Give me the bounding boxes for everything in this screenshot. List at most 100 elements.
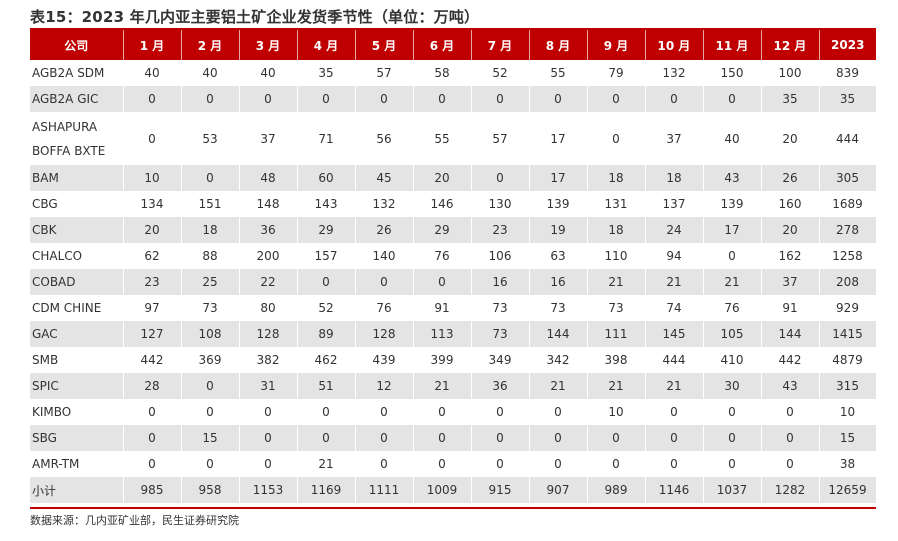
month-value-cell: 0 [529,425,588,451]
month-value-cell: 382 [239,347,298,373]
month-value-cell: 146 [413,191,472,217]
month-value-cell: 369 [181,347,240,373]
column-header: 9 月 [587,30,646,60]
month-value-cell: 20 [413,165,472,191]
month-value-cell: 0 [413,425,472,451]
month-value-cell: 0 [355,451,414,477]
month-value-cell: 0 [355,425,414,451]
month-value-cell: 0 [123,399,182,425]
month-value-cell: 143 [297,191,356,217]
company-name: GAC [32,327,58,341]
company-name: CDM CHINE [32,301,102,315]
month-value-cell: 94 [645,243,704,269]
company-cell: BAM [30,165,124,191]
month-value-cell: 40 [703,112,762,165]
month-value-cell: 36 [239,217,298,243]
month-value-cell: 73 [181,295,240,321]
month-value-cell: 113 [413,321,472,347]
company-name: SMB [32,353,59,367]
month-value-cell: 0 [181,165,240,191]
column-header: 5 月 [355,30,414,60]
company-name: SPIC [32,379,59,393]
month-value-cell: 23 [471,217,530,243]
table-bottom-divider [30,507,876,509]
table-row: CDM CHINE 97 73 80 52 76 91 73 73 73 74 76 91 929 [30,295,877,321]
company-cell: CDM CHINE [30,295,124,321]
month-value-cell: 51 [297,373,356,399]
month-value-cell: 45 [355,165,414,191]
month-value-cell: 0 [297,269,356,295]
month-value-cell: 0 [703,86,762,112]
company-name: BOFFA BXTE [32,143,106,158]
month-value-cell: 0 [471,451,530,477]
month-value-cell: 0 [587,425,646,451]
company-cell: GAC [30,321,124,347]
table-row: SBG 0 15 0 0 0 0 0 0 0 0 0 0 15 [30,425,877,451]
month-value-cell: 25 [181,269,240,295]
annual-total-cell: 278 [819,217,877,243]
month-value-cell: 22 [239,269,298,295]
month-value-cell: 398 [587,347,646,373]
month-value-cell: 130 [471,191,530,217]
month-value-cell: 0 [239,86,298,112]
month-value-cell: 28 [123,373,182,399]
month-value-cell: 30 [703,373,762,399]
month-value-cell: 137 [645,191,704,217]
month-value-cell: 17 [529,165,588,191]
month-value-cell: 907 [529,477,588,503]
month-value-cell: 0 [587,451,646,477]
month-value-cell: 57 [355,60,414,86]
column-header: 6 月 [413,30,472,60]
month-value-cell: 148 [239,191,298,217]
month-value-cell: 0 [471,399,530,425]
month-value-cell: 31 [239,373,298,399]
company-name: 小计 [32,483,57,498]
month-value-cell: 100 [761,60,820,86]
month-value-cell: 1146 [645,477,704,503]
month-value-cell: 0 [471,86,530,112]
month-value-cell: 0 [297,399,356,425]
annual-total-cell: 15 [819,425,877,451]
month-value-cell: 73 [471,321,530,347]
month-value-cell: 1111 [355,477,414,503]
month-value-cell: 157 [297,243,356,269]
annual-total-cell: 315 [819,373,877,399]
month-value-cell: 145 [645,321,704,347]
month-value-cell: 56 [355,112,414,165]
month-value-cell: 71 [297,112,356,165]
column-header: 2023 [819,30,876,60]
month-value-cell: 105 [703,321,762,347]
month-value-cell: 21 [645,269,704,295]
annual-total-cell: 305 [819,165,877,191]
company-name: AGB2A GIC [32,92,99,106]
annual-total-cell: 929 [819,295,877,321]
company-cell: CBG [30,191,124,217]
month-value-cell: 91 [761,295,820,321]
month-value-cell: 462 [297,347,356,373]
month-value-cell: 1282 [761,477,820,503]
month-value-cell: 43 [703,165,762,191]
month-value-cell: 111 [587,321,646,347]
month-value-cell: 985 [123,477,182,503]
month-value-cell: 160 [761,191,820,217]
month-value-cell: 26 [761,165,820,191]
month-value-cell: 0 [181,373,240,399]
month-value-cell: 0 [703,399,762,425]
month-value-cell: 19 [529,217,588,243]
table-row: AGB2A SDM 40 40 40 35 57 58 52 55 79 132 150 100 839 [30,60,877,86]
month-value-cell: 200 [239,243,298,269]
month-value-cell: 0 [413,86,472,112]
month-value-cell: 36 [471,373,530,399]
month-value-cell: 40 [239,60,298,86]
month-value-cell: 0 [761,425,820,451]
month-value-cell: 21 [703,269,762,295]
month-value-cell: 108 [181,321,240,347]
month-value-cell: 0 [123,425,182,451]
month-value-cell: 37 [645,112,704,165]
month-value-cell: 24 [645,217,704,243]
column-header: 7 月 [471,30,530,60]
month-value-cell: 35 [761,86,820,112]
month-value-cell: 0 [181,399,240,425]
table-row: COBAD 23 25 22 0 0 0 16 16 21 21 21 37 208 [30,269,877,295]
annual-total-cell: 839 [819,60,877,86]
